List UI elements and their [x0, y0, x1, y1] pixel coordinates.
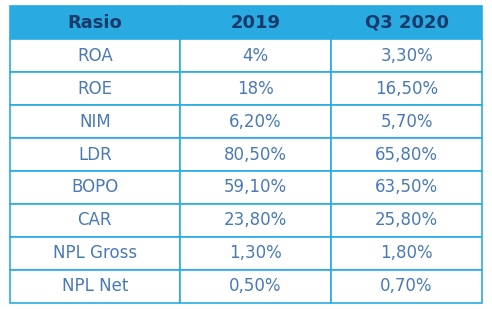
Text: 1,30%: 1,30% — [229, 244, 282, 262]
Bar — [331, 39, 482, 72]
Text: 4%: 4% — [243, 47, 269, 65]
Text: NPL Net: NPL Net — [62, 277, 128, 295]
Bar — [10, 138, 180, 171]
Text: Q3 2020: Q3 2020 — [365, 14, 449, 32]
Bar — [10, 6, 180, 39]
Bar — [180, 138, 331, 171]
Text: 0,50%: 0,50% — [229, 277, 282, 295]
Bar — [180, 39, 331, 72]
Bar — [10, 237, 180, 270]
Text: ROA: ROA — [77, 47, 113, 65]
Bar — [331, 237, 482, 270]
Bar — [331, 171, 482, 204]
Bar — [10, 204, 180, 237]
Text: CAR: CAR — [78, 211, 112, 229]
Text: 23,80%: 23,80% — [224, 211, 287, 229]
Bar — [180, 270, 331, 303]
Bar — [331, 204, 482, 237]
Text: NPL Gross: NPL Gross — [53, 244, 137, 262]
Text: Rasio: Rasio — [67, 14, 122, 32]
Bar — [180, 72, 331, 105]
Bar — [180, 171, 331, 204]
Text: 0,70%: 0,70% — [380, 277, 433, 295]
Bar — [331, 138, 482, 171]
Text: ROE: ROE — [77, 80, 112, 98]
Text: 65,80%: 65,80% — [375, 146, 438, 163]
Bar — [10, 105, 180, 138]
Bar — [180, 105, 331, 138]
Bar — [180, 204, 331, 237]
Text: 3,30%: 3,30% — [380, 47, 433, 65]
Bar — [10, 270, 180, 303]
Text: 25,80%: 25,80% — [375, 211, 438, 229]
Text: 63,50%: 63,50% — [375, 179, 438, 197]
Text: 80,50%: 80,50% — [224, 146, 287, 163]
Text: 59,10%: 59,10% — [224, 179, 287, 197]
Bar — [180, 6, 331, 39]
Bar — [10, 39, 180, 72]
Text: 18%: 18% — [237, 80, 274, 98]
Bar — [10, 171, 180, 204]
Text: 6,20%: 6,20% — [229, 112, 282, 130]
Text: 16,50%: 16,50% — [375, 80, 438, 98]
Bar — [331, 72, 482, 105]
Text: LDR: LDR — [78, 146, 112, 163]
Bar — [331, 6, 482, 39]
Text: 2019: 2019 — [230, 14, 280, 32]
Bar — [331, 270, 482, 303]
Bar — [10, 72, 180, 105]
Text: NIM: NIM — [79, 112, 111, 130]
Bar — [180, 237, 331, 270]
Text: BOPO: BOPO — [71, 179, 119, 197]
Text: 1,80%: 1,80% — [380, 244, 433, 262]
Bar — [331, 105, 482, 138]
Text: 5,70%: 5,70% — [380, 112, 433, 130]
